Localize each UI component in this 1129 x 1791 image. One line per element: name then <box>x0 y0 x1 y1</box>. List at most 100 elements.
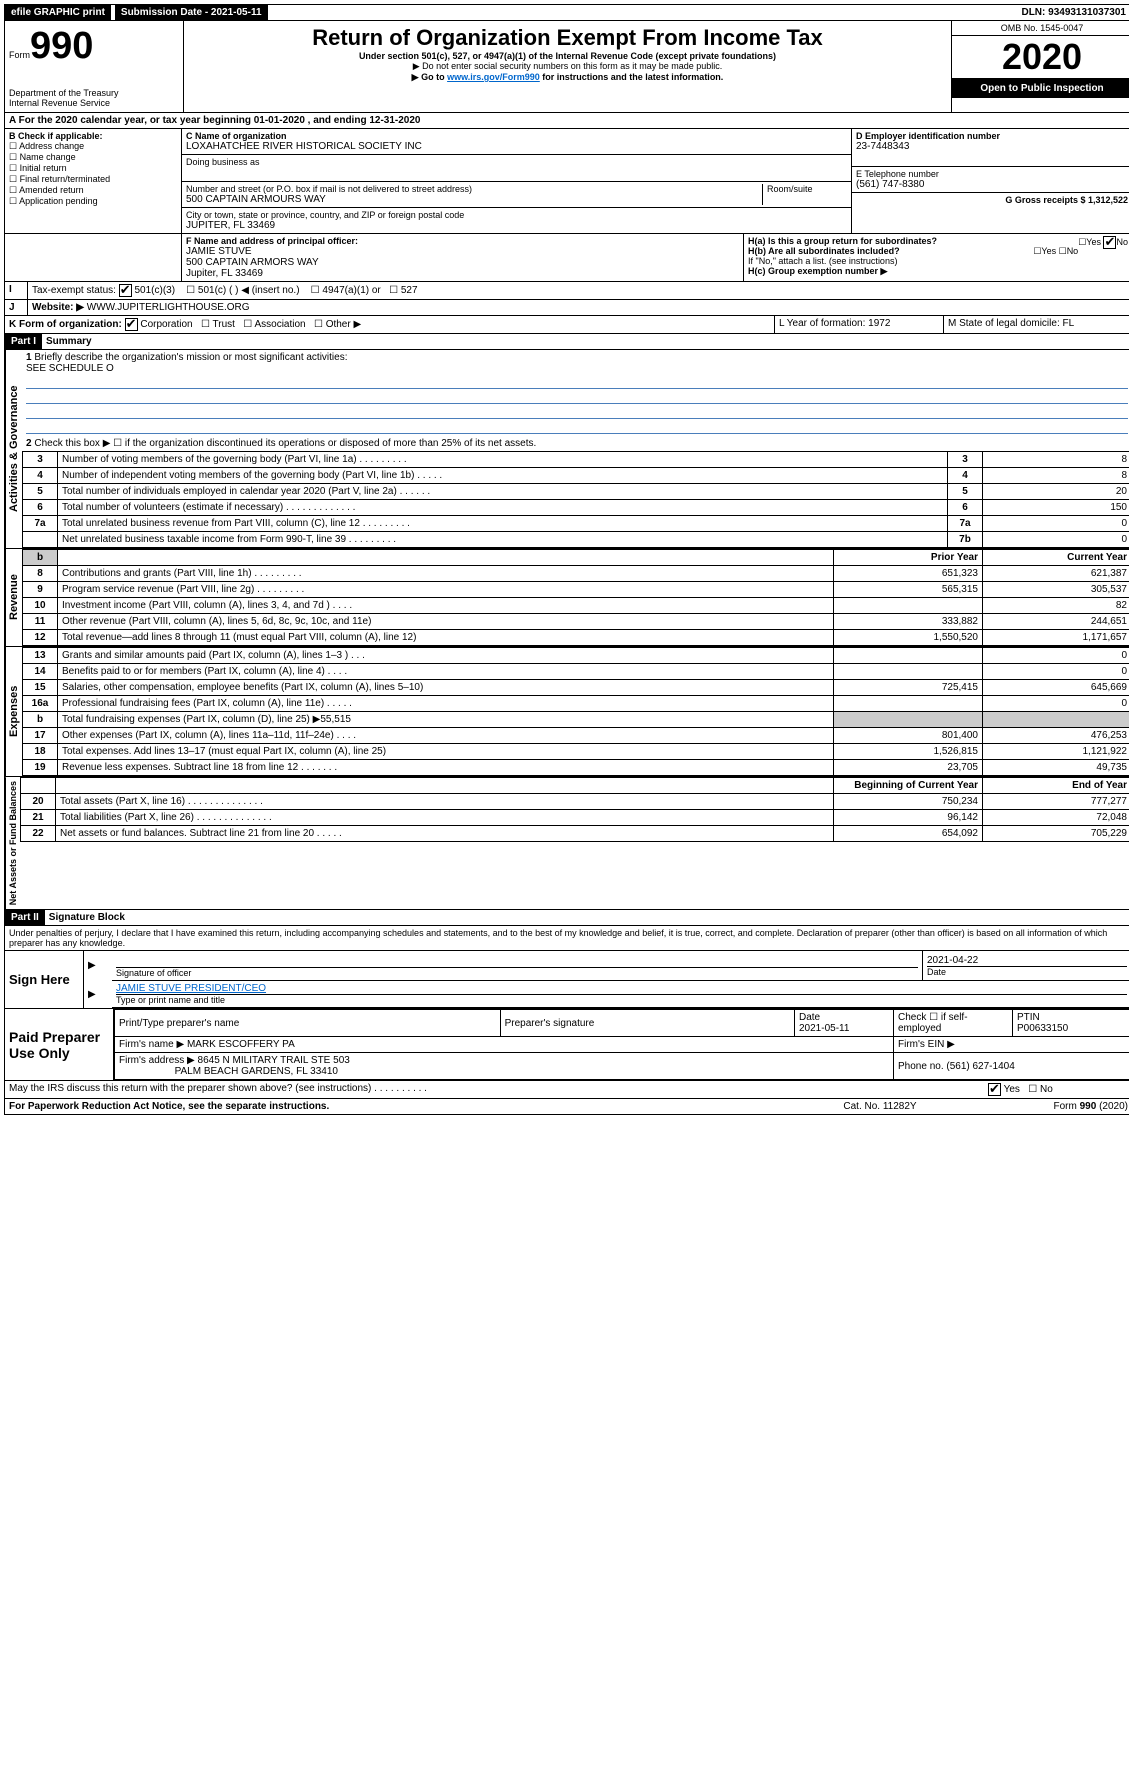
tax-year: 2020 <box>952 35 1129 79</box>
section-i: I <box>5 282 28 299</box>
form990-link[interactable]: www.irs.gov/Form990 <box>447 72 540 82</box>
submission-date: Submission Date - 2021-05-11 <box>115 5 268 20</box>
prior-value: 1,550,520 <box>834 630 983 646</box>
line-text: Number of independent voting members of … <box>58 468 948 484</box>
line-number: 5 <box>23 484 58 500</box>
current-value: 1,171,657 <box>983 630 1129 646</box>
line-text: Salaries, other compensation, employee b… <box>58 680 834 696</box>
line-number: 10 <box>23 598 58 614</box>
opt-app-pending[interactable]: Application pending <box>19 196 98 206</box>
line-text: Total expenses. Add lines 13–17 (must eq… <box>58 744 834 760</box>
current-value: 777,277 <box>983 794 1129 810</box>
firm-ein-label: Firm's EIN ▶ <box>894 1037 1129 1053</box>
line-number: b <box>23 712 58 728</box>
prior-value <box>834 598 983 614</box>
officer-typed-name[interactable]: JAMIE STUVE PRESIDENT/CEO <box>116 983 266 994</box>
opt-amended[interactable]: Amended return <box>19 185 84 195</box>
corp-check[interactable] <box>125 318 138 331</box>
tax-exempt-label: Tax-exempt status: <box>32 285 116 296</box>
omb-number: OMB No. 1545-0047 <box>952 21 1129 35</box>
current-value: 72,048 <box>983 810 1129 826</box>
self-employed-check[interactable]: Check ☐ if self-employed <box>894 1010 1013 1037</box>
firm-addr1: 8645 N MILITARY TRAIL STE 503 <box>198 1055 350 1066</box>
officer-block: F Name and address of principal officer:… <box>4 234 1129 282</box>
prior-value <box>834 696 983 712</box>
line-number: 12 <box>23 630 58 646</box>
current-value: 476,253 <box>983 728 1129 744</box>
preparer-date: 2021-05-11 <box>799 1023 849 1034</box>
ha-no-check[interactable] <box>1103 236 1116 249</box>
prior-value <box>834 664 983 680</box>
room-suite-label: Room/suite <box>762 184 847 205</box>
side-expenses: Expenses <box>5 647 22 776</box>
line-number: 8 <box>23 566 58 582</box>
state-domicile: M State of legal domicile: FL <box>944 316 1129 333</box>
subtitle: Under section 501(c), 527, or 4947(a)(1)… <box>188 51 947 61</box>
current-value: 645,669 <box>983 680 1129 696</box>
opt-final-return[interactable]: Final return/terminated <box>20 174 111 184</box>
section-f-label: F Name and address of principal officer: <box>186 236 739 246</box>
current-value: 0 <box>983 648 1129 664</box>
h-a-label: H(a) Is this a group return for subordin… <box>748 236 937 246</box>
form-footer: Form 990 (2020) <box>964 1099 1129 1114</box>
h-b-note: If "No," attach a list. (see instruction… <box>748 256 1128 266</box>
line-box: 3 <box>948 452 983 468</box>
efile-button[interactable]: efile GRAPHIC print <box>5 5 111 20</box>
side-netassets: Net Assets or Fund Balances <box>5 777 20 909</box>
website-value: WWW.JUPITERLIGHTHOUSE.ORG <box>87 302 250 313</box>
current-value: 0 <box>983 664 1129 680</box>
prior-value <box>834 648 983 664</box>
irs-label: Internal Revenue Service <box>9 98 179 108</box>
line-text: Total unrelated business revenue from Pa… <box>58 516 948 532</box>
line-value: 20 <box>983 484 1129 500</box>
opt-name-change[interactable]: Name change <box>20 152 76 162</box>
line-text: Investment income (Part VIII, column (A)… <box>58 598 834 614</box>
main-title: Return of Organization Exempt From Incom… <box>188 25 947 51</box>
sign-here-label: Sign Here <box>5 951 84 1008</box>
line-text: Total fundraising expenses (Part IX, col… <box>58 712 834 728</box>
discuss-yes[interactable] <box>988 1083 1001 1096</box>
line-text: Benefits paid to or for members (Part IX… <box>58 664 834 680</box>
section-d-label: D Employer identification number <box>856 131 1128 141</box>
form-header: Form990 Department of the Treasury Inter… <box>4 21 1129 113</box>
line-box: 6 <box>948 500 983 516</box>
line1-label: Briefly describe the organization's miss… <box>34 352 347 363</box>
line-number: 22 <box>21 826 56 842</box>
paid-preparer-label: Paid Preparer Use Only <box>5 1009 114 1080</box>
firm-name: MARK ESCOFFERY PA <box>187 1039 295 1050</box>
line-text: Other expenses (Part IX, column (A), lin… <box>58 728 834 744</box>
current-value: 49,735 <box>983 760 1129 776</box>
line-number: 7a <box>23 516 58 532</box>
current-value: 621,387 <box>983 566 1129 582</box>
opt-initial-return[interactable]: Initial return <box>20 163 67 173</box>
line-number: 6 <box>23 500 58 516</box>
current-value: 305,537 <box>983 582 1129 598</box>
line-box: 7b <box>948 532 983 548</box>
current-value: 705,229 <box>983 826 1129 842</box>
ptin-value: P00633150 <box>1017 1023 1068 1034</box>
line-text: Other revenue (Part VIII, column (A), li… <box>58 614 834 630</box>
opt-address-change[interactable]: Address change <box>19 141 84 151</box>
prior-value: 651,323 <box>834 566 983 582</box>
prior-value: 725,415 <box>834 680 983 696</box>
declaration-text: Under penalties of perjury, I declare th… <box>5 926 1129 950</box>
line-text: Net assets or fund balances. Subtract li… <box>56 826 834 842</box>
prior-value: 654,092 <box>834 826 983 842</box>
note-ssn: ▶ Do not enter social security numbers o… <box>188 61 947 72</box>
501c3-check[interactable] <box>119 284 132 297</box>
line1-value: SEE SCHEDULE O <box>26 363 114 374</box>
line-text: Revenue less expenses. Subtract line 18 … <box>58 760 834 776</box>
entity-block: B Check if applicable: ☐ Address change … <box>4 129 1129 234</box>
current-value: 1,121,922 <box>983 744 1129 760</box>
line-number: 4 <box>23 468 58 484</box>
line-text: Number of voting members of the governin… <box>58 452 948 468</box>
current-value: 0 <box>983 696 1129 712</box>
prior-value: 333,882 <box>834 614 983 630</box>
line-number: 13 <box>23 648 58 664</box>
line-number <box>23 532 58 548</box>
part2-title: Signature Block <box>45 910 129 925</box>
top-bar: efile GRAPHIC print Submission Date - 20… <box>4 4 1129 21</box>
prior-value: 565,315 <box>834 582 983 598</box>
expenses-table: 13Grants and similar amounts paid (Part … <box>22 647 1129 776</box>
city-state-zip: JUPITER, FL 33469 <box>186 220 847 231</box>
